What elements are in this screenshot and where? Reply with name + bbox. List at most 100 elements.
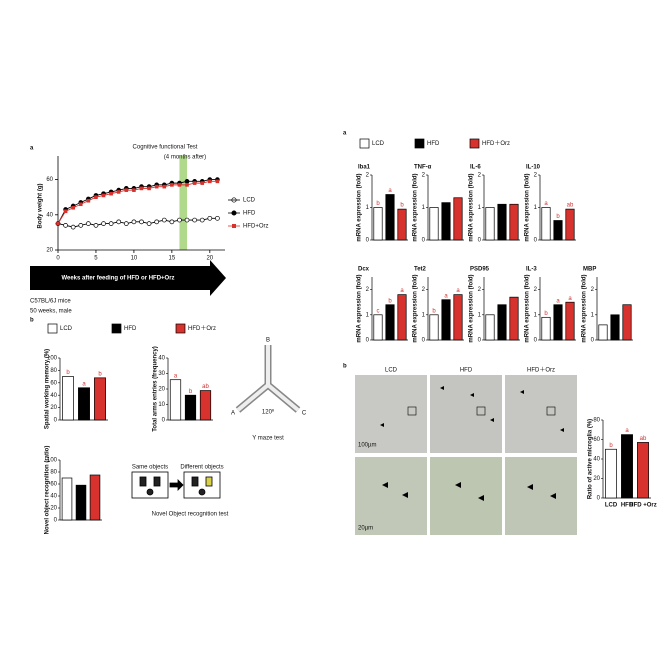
bar <box>385 304 395 341</box>
time-arrow <box>30 260 226 296</box>
bar <box>441 202 451 241</box>
y-tick-label: 60 <box>50 482 57 488</box>
point <box>124 188 129 192</box>
bar <box>78 387 90 421</box>
significance-letter: a <box>174 373 178 379</box>
y-tick-label: 2 <box>478 287 482 293</box>
significance-letter: a <box>82 381 86 387</box>
point <box>93 223 99 228</box>
y-axis-label: mRNA expression (fold) <box>525 274 531 342</box>
bar <box>610 314 620 341</box>
significance-letter: b <box>432 308 436 314</box>
legend-label: HFD＋Orz <box>482 140 510 147</box>
y-axis-label: mRNA expression (fold) <box>525 173 531 241</box>
bar <box>62 376 74 421</box>
point <box>192 217 197 223</box>
y-axis-label: Novel object recognition (ratio) <box>45 446 51 535</box>
y-tick-label: 0 <box>534 238 538 244</box>
y-tick-label: 0 <box>422 238 426 244</box>
y-tick-label: 40 <box>50 393 57 399</box>
point <box>177 183 182 187</box>
legend-swatch <box>414 138 425 149</box>
y-tick-label: 100 <box>47 356 58 362</box>
y-tick-label: 20 <box>50 506 57 512</box>
y-tick-label: 20 <box>593 476 600 482</box>
series-line <box>57 217 218 228</box>
annotation: (4 months after) <box>164 155 206 161</box>
point <box>108 221 114 226</box>
chart-title: TNF-α <box>414 165 432 171</box>
chart-title: MBP <box>583 267 596 273</box>
point <box>208 179 212 184</box>
bar <box>385 194 395 241</box>
bar <box>453 197 463 241</box>
y-tick-label: 1 <box>366 312 370 318</box>
legend-label: HFD＋Orz <box>188 325 216 332</box>
significance-letter: b <box>544 311 548 317</box>
bar <box>485 314 495 341</box>
bar <box>565 301 575 341</box>
bar <box>541 316 551 341</box>
nor-label: Different objects <box>180 465 223 471</box>
y-tick-label: 20 <box>46 248 53 254</box>
bar <box>429 207 439 241</box>
y-axis-label: Ratio of active microglia (%) <box>588 419 594 499</box>
panel-label: a <box>343 131 347 137</box>
point <box>70 224 76 230</box>
y-tick-label: 30 <box>158 371 165 377</box>
y-tick-label: 2 <box>422 287 426 293</box>
x-tick-label: 20 <box>206 256 213 262</box>
legend-swatch <box>469 138 480 149</box>
point <box>86 221 91 226</box>
legend-label: HFD <box>427 141 440 147</box>
bar <box>441 299 451 341</box>
point <box>146 221 152 226</box>
y-tick-label: 2 <box>366 287 370 293</box>
point <box>132 188 136 192</box>
x-tick-label: HFD <box>621 503 634 509</box>
point <box>177 217 182 223</box>
nor-title: Novel Object recognition test <box>152 512 229 518</box>
point <box>147 186 151 191</box>
significance-letter: a <box>568 296 572 302</box>
y-axis-label: Total arms entries (frequency) <box>153 346 159 432</box>
significance-letter: b <box>66 370 70 376</box>
micrograph-label: LCD <box>385 368 398 374</box>
nor-label: Same objects <box>132 465 168 471</box>
legend-swatch <box>111 323 122 334</box>
point <box>109 191 113 196</box>
point <box>162 184 167 189</box>
bar <box>553 220 563 241</box>
bar <box>429 314 439 341</box>
y-tick-label: 0 <box>422 338 426 344</box>
y-tick-label: 2 <box>366 173 370 179</box>
x-tick-label: LCD <box>605 503 618 509</box>
point <box>215 179 220 184</box>
point <box>116 219 122 225</box>
y-tick-label: 100 <box>47 458 58 464</box>
point <box>200 181 205 185</box>
y-axis-label: Body weight (g) <box>38 184 44 229</box>
bar <box>184 394 197 421</box>
point <box>161 217 167 223</box>
nor-diagram <box>131 471 221 499</box>
y-axis-label: mRNA expression (fold) <box>413 274 419 342</box>
bar <box>541 207 551 241</box>
panel-label: a <box>30 146 34 152</box>
y-tick-label: 2 <box>478 173 482 179</box>
y-axis-label: Spatial working memory (%) <box>45 349 51 429</box>
point <box>63 209 68 214</box>
bar <box>509 203 519 241</box>
arrow-label: Weeks after feeding of HFD or HFD+Orz <box>61 276 174 282</box>
significance-letter: c <box>377 308 380 314</box>
legend-label: LCD <box>60 326 73 332</box>
y-tick-label: 2 <box>422 173 426 179</box>
point <box>116 190 121 194</box>
maze-arm: B <box>266 338 270 344</box>
significance-letter: a <box>444 293 448 299</box>
point <box>154 219 160 225</box>
y-tick-label: 2 <box>534 287 538 293</box>
legend-label: HFD+Orz <box>243 224 269 230</box>
significance-letter: a <box>556 298 560 304</box>
bar <box>94 377 106 421</box>
